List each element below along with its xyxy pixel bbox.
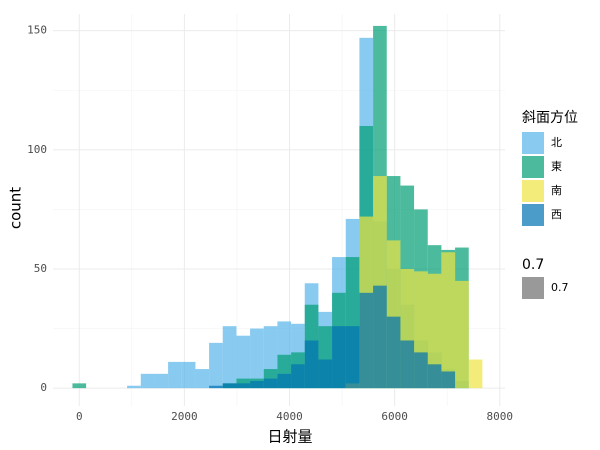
histogram-bar xyxy=(332,326,346,389)
histogram-bar xyxy=(236,335,251,389)
histogram-bar xyxy=(345,326,360,389)
histogram-bar xyxy=(386,316,401,389)
histogram-bar xyxy=(140,373,155,389)
histogram-bar xyxy=(236,383,251,389)
histogram-bar xyxy=(400,340,415,389)
histogram-bar xyxy=(222,383,237,389)
legend-title: 斜面方位 xyxy=(522,110,578,126)
legend-key xyxy=(522,156,544,178)
histogram-bar xyxy=(195,369,210,389)
x-tick-label: 8000 xyxy=(486,410,513,423)
x-tick-label: 2000 xyxy=(171,410,198,423)
histogram-bar xyxy=(373,285,387,389)
histogram-bar xyxy=(209,385,223,389)
legend-key xyxy=(522,204,544,226)
histogram-bar xyxy=(291,364,305,389)
histogram-bar xyxy=(414,352,428,389)
histogram-bar xyxy=(154,373,169,389)
y-tick-label: 0 xyxy=(40,381,47,394)
histogram-bar xyxy=(263,378,278,389)
histogram-bar xyxy=(181,361,196,389)
x-tick-label: 6000 xyxy=(381,410,408,423)
histogram-bar xyxy=(427,273,442,389)
histogram-bar xyxy=(277,373,292,389)
histogram-bar xyxy=(441,371,456,389)
histogram-bar xyxy=(72,383,87,389)
alpha-legend-key xyxy=(522,277,544,299)
histogram-bar xyxy=(209,342,223,389)
legend-label: 北 xyxy=(551,136,562,149)
histogram-bar xyxy=(441,252,456,389)
legend-key xyxy=(522,132,544,154)
legend-label: 東 xyxy=(551,160,562,173)
legend-label: 南 xyxy=(551,184,562,197)
histogram-bar xyxy=(427,364,442,389)
histogram-bar xyxy=(359,292,374,389)
histogram-bar xyxy=(250,380,264,389)
histogram-bar xyxy=(168,361,182,389)
histogram-bar xyxy=(304,340,319,389)
histogram-bar xyxy=(127,385,141,389)
legend-key xyxy=(522,180,544,202)
histogram-bar xyxy=(455,280,469,389)
x-tick-label: 0 xyxy=(76,410,83,423)
y-axis-label: count xyxy=(7,187,25,229)
y-tick-label: 100 xyxy=(27,143,47,156)
histogram-bar xyxy=(222,326,237,389)
x-tick-label: 4000 xyxy=(276,410,303,423)
y-tick-label: 50 xyxy=(34,262,47,275)
histogram-bar xyxy=(318,359,333,389)
y-tick-label: 150 xyxy=(27,24,47,37)
x-axis-label: 日射量 xyxy=(267,428,312,446)
alpha-legend-label: 0.7 xyxy=(551,281,569,294)
histogram-bar xyxy=(468,359,483,389)
legend-label: 西 xyxy=(551,208,562,221)
alpha-legend-title: 0.7 xyxy=(522,257,544,273)
histogram-bar xyxy=(250,328,264,389)
